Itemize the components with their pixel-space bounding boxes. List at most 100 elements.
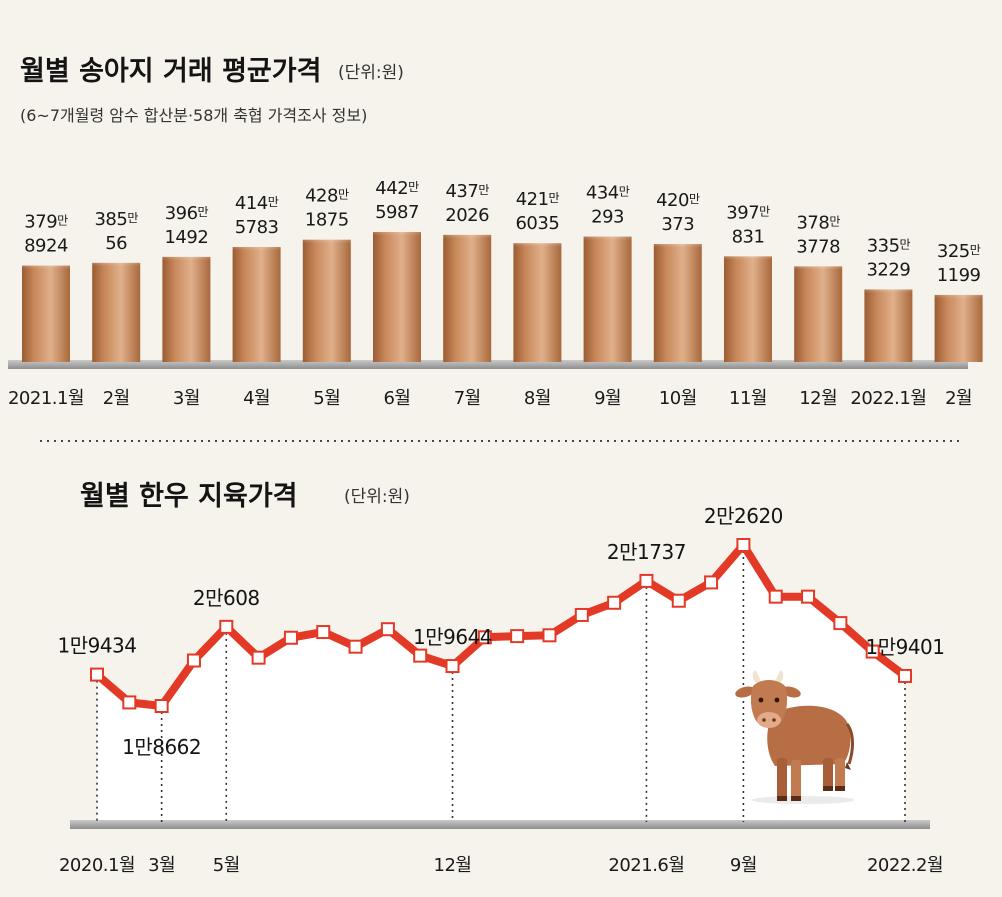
line-marker bbox=[316, 625, 331, 640]
bar-value-label-man: 442만 bbox=[375, 178, 419, 199]
bar-value-label-rest: 373 bbox=[661, 214, 694, 235]
line-x-label: 5월 bbox=[213, 855, 240, 876]
line-callouts: 1만9434 1만8662 2만608 1만9644 2만1737 2만2620 1만940… bbox=[57, 504, 945, 759]
bar-value-label-man: 421만 bbox=[516, 189, 560, 210]
bar-chart-unit: (단위:원) bbox=[338, 63, 404, 83]
bar-highlight bbox=[934, 294, 983, 325]
bar-highlight bbox=[794, 266, 843, 297]
bar-value-label-rest: 2026 bbox=[445, 205, 489, 226]
line-marker bbox=[251, 650, 266, 665]
bar-highlight bbox=[864, 289, 913, 320]
bar-highlight bbox=[162, 256, 211, 287]
bar-highlight bbox=[513, 243, 562, 274]
bar-chart-subtitle: (6~7개월령 암수 합산분·58개 축협 가격조사 정보) bbox=[20, 106, 367, 125]
bar-value-label-rest: 6035 bbox=[515, 213, 559, 234]
bar-value-label-rest: 1199 bbox=[937, 265, 981, 286]
line-callout-label: 1만9644 bbox=[413, 625, 492, 649]
line-marker bbox=[704, 575, 719, 590]
line-marker bbox=[122, 695, 137, 710]
bar-value-label-man: 428만 bbox=[305, 186, 349, 207]
line-marker bbox=[445, 659, 460, 674]
bar-value-label-man: 437만 bbox=[445, 181, 489, 202]
line-marker bbox=[283, 630, 298, 645]
bar-x-label: 2022.1월 bbox=[850, 388, 926, 409]
line-marker bbox=[510, 629, 525, 644]
bar-value-label-man: 385만 bbox=[94, 209, 138, 230]
bar-value-label-rest: 5783 bbox=[235, 217, 279, 238]
bar-chart-baseline bbox=[8, 360, 968, 369]
bar-value-label-man: 414만 bbox=[235, 193, 279, 214]
line-area-fill bbox=[97, 545, 905, 822]
bar-value-label-rest: 3778 bbox=[796, 236, 840, 257]
bar-series bbox=[22, 231, 983, 362]
line-marker bbox=[768, 589, 783, 604]
line-chart-unit: (단위:원) bbox=[344, 487, 410, 507]
bar-value-label-man: 378만 bbox=[796, 212, 840, 233]
line-marker bbox=[801, 589, 816, 604]
bar-x-label: 12월 bbox=[799, 388, 837, 409]
line-marker bbox=[607, 595, 622, 610]
line-callout-label: 1만8662 bbox=[122, 735, 201, 759]
bar-value-label-rest: 3229 bbox=[866, 259, 910, 280]
bar-x-label: 11월 bbox=[729, 388, 767, 409]
bar-highlight bbox=[302, 239, 351, 270]
line-callout-label: 1만9401 bbox=[865, 635, 944, 659]
bar-highlight bbox=[22, 265, 70, 296]
bar-value-label-man: 379만 bbox=[24, 212, 68, 233]
line-x-label: 12월 bbox=[434, 855, 472, 876]
bar-x-label: 2021.1월 bbox=[8, 388, 84, 409]
bar-x-label: 8월 bbox=[524, 388, 551, 409]
line-marker bbox=[736, 538, 751, 552]
line-callout-label: 2만1737 bbox=[607, 540, 686, 564]
line-chart-section: 월별 한우 지육가격 (단위:원) 1만9434 1만8662 2만608 1만964… bbox=[57, 481, 945, 876]
line-x-axis-labels: 2020.1월 3월 5월 12월 2021.6월 9월 2022.2월 bbox=[59, 855, 944, 876]
bar-chart-section: 월별 송아지 거래 평균가격 (단위:원) (6~7개월령 암수 합산분·58개… bbox=[8, 56, 983, 409]
line-marker bbox=[639, 573, 654, 588]
bar-highlight bbox=[232, 246, 281, 277]
bar-value-label-man: 396만 bbox=[165, 203, 209, 224]
bar-value-label-rest: 56 bbox=[105, 233, 127, 254]
bar-x-label: 2월 bbox=[945, 388, 972, 409]
line-marker bbox=[898, 668, 912, 683]
bar-x-label: 4월 bbox=[243, 388, 270, 409]
bar-x-label: 3월 bbox=[173, 388, 200, 409]
line-callout-label: 2만608 bbox=[193, 586, 260, 610]
line-marker bbox=[219, 619, 234, 634]
line-callout-label: 2만2620 bbox=[704, 504, 783, 528]
bar-value-label-man: 434만 bbox=[586, 183, 630, 204]
bar-x-axis-labels: 2021.1월 2월 3월 4월 5월 6월 7월 8월 9월 10월 11월 12월 2022.1월 2… bbox=[8, 388, 973, 409]
bar-value-labels: 379만 8924 385만 56 396만 1492 414만 5783 428만 1875 44… bbox=[24, 178, 981, 286]
bar-value-label-rest: 1875 bbox=[305, 210, 349, 231]
line-chart-title: 월별 한우 지육가격 bbox=[80, 481, 298, 512]
bar-value-label-rest: 8924 bbox=[24, 236, 68, 257]
line-x-label: 2020.1월 bbox=[59, 855, 135, 876]
bar-value-label-rest: 1492 bbox=[164, 227, 208, 248]
bar-x-label: 10월 bbox=[659, 388, 697, 409]
line-marker bbox=[574, 607, 589, 622]
bar-value-label-man: 325만 bbox=[937, 241, 981, 262]
bar-x-label: 2월 bbox=[103, 388, 130, 409]
bar-highlight bbox=[583, 236, 632, 267]
line-x-label: 2021.6월 bbox=[608, 855, 684, 876]
cow-icon bbox=[735, 670, 855, 804]
bar-highlight bbox=[443, 234, 492, 265]
bar-x-label: 9월 bbox=[594, 388, 621, 409]
bar-value-label-man: 335만 bbox=[867, 235, 911, 256]
bar-chart-title: 월별 송아지 거래 평균가격 bbox=[20, 56, 321, 87]
bar-value-label-rest: 831 bbox=[732, 226, 765, 247]
line-chart-baseline bbox=[70, 820, 930, 829]
line-marker bbox=[348, 639, 363, 654]
line-markers bbox=[90, 538, 912, 713]
line-marker bbox=[865, 644, 880, 659]
line-marker bbox=[186, 653, 201, 668]
line-marker bbox=[154, 699, 169, 713]
line-marker bbox=[90, 667, 104, 682]
line-marker bbox=[833, 616, 848, 631]
line-x-label: 2022.2월 bbox=[867, 855, 943, 876]
bar-highlight bbox=[724, 256, 772, 287]
bar-value-label-man: 420만 bbox=[656, 190, 700, 211]
line-marker bbox=[671, 593, 686, 608]
line-marker bbox=[542, 628, 557, 643]
line-droplines bbox=[96, 551, 906, 822]
